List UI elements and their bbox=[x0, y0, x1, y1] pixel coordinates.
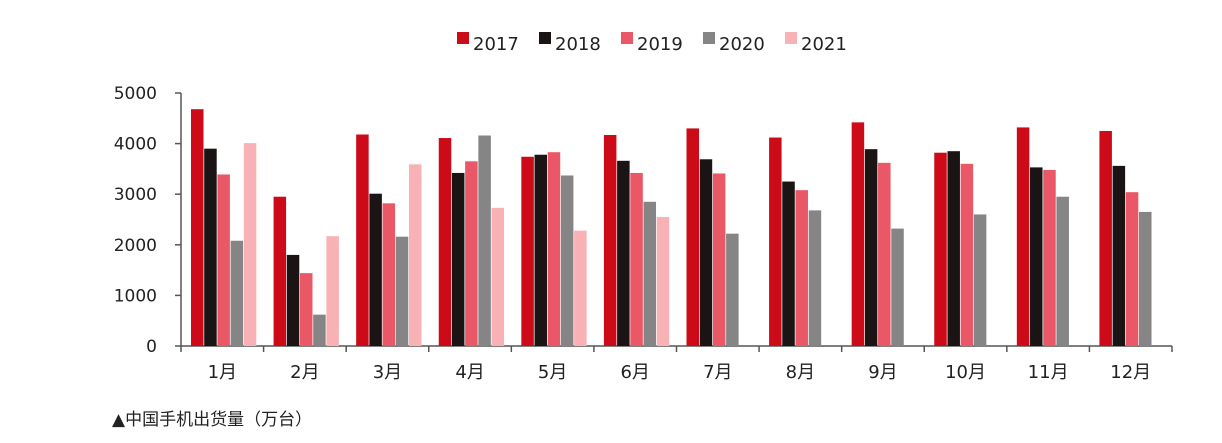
bar-2017-10 bbox=[934, 152, 947, 346]
bar-2019-11 bbox=[1043, 169, 1056, 346]
bar-2020-6 bbox=[643, 201, 657, 346]
bar-2018-8 bbox=[782, 181, 795, 346]
bar-2019-1 bbox=[217, 174, 230, 346]
figure-caption: ▲中国手机出货量（万台） bbox=[112, 410, 313, 430]
bar-2018-2 bbox=[286, 254, 300, 346]
legend-label-2017: 2017 bbox=[473, 34, 519, 55]
legend-swatch-2017 bbox=[457, 32, 469, 44]
bar-2018-11 bbox=[1030, 167, 1043, 346]
x-tick-label: 12月 bbox=[1110, 362, 1151, 383]
bar-2017-3 bbox=[356, 134, 369, 346]
x-tick-label: 8月 bbox=[786, 362, 815, 383]
legend-label-2019: 2019 bbox=[637, 34, 683, 55]
bar-2021-5 bbox=[574, 230, 587, 346]
bar-2021-6 bbox=[656, 216, 670, 346]
bar-2017-4 bbox=[438, 138, 452, 346]
bar-2020-4 bbox=[478, 135, 491, 346]
x-axis: 1月 2月 3月 4月 5月 6月 7月 8月 9月 10月 11月 12月 bbox=[180, 345, 1173, 383]
legend-label-2021: 2021 bbox=[801, 34, 847, 55]
bar-2017-9 bbox=[851, 122, 865, 347]
bar-2018-12 bbox=[1112, 165, 1126, 346]
x-tick-label: 5月 bbox=[538, 362, 567, 383]
bar-2020-5 bbox=[560, 175, 574, 346]
y-axis: 0 1000 2000 3000 4000 5000 bbox=[114, 84, 182, 357]
x-tick-label: 3月 bbox=[373, 362, 402, 383]
y-tick-label: 5000 bbox=[114, 84, 157, 104]
bar-2019-7 bbox=[712, 173, 726, 346]
bar-2020-2 bbox=[313, 314, 326, 346]
bar-2018-5 bbox=[534, 154, 548, 346]
bar-chart: 2017 2018 2019 2020 2021 0 1000 2000 3000 4000 50… bbox=[114, 32, 1173, 383]
bar-2020-7 bbox=[726, 233, 739, 346]
bar-2018-4 bbox=[451, 172, 465, 346]
bar-2020-1 bbox=[230, 240, 244, 346]
legend-label-2020: 2020 bbox=[719, 34, 765, 55]
bar-2017-8 bbox=[769, 137, 782, 346]
legend-label-2018: 2018 bbox=[555, 34, 601, 55]
bar-2020-11 bbox=[1056, 196, 1069, 346]
x-tick-label: 6月 bbox=[620, 362, 649, 383]
bar-2017-12 bbox=[1099, 130, 1112, 346]
bar-2021-1 bbox=[243, 143, 257, 346]
bar-2017-11 bbox=[1016, 127, 1030, 347]
x-tick-label: 10月 bbox=[945, 362, 986, 383]
y-tick-label: 2000 bbox=[114, 236, 157, 256]
bar-2017-7 bbox=[686, 128, 699, 346]
bar-2019-6 bbox=[630, 172, 643, 346]
x-tick-label: 2月 bbox=[290, 362, 319, 383]
bar-2017-2 bbox=[273, 196, 287, 346]
bar-2018-10 bbox=[947, 151, 960, 346]
bar-2020-8 bbox=[808, 210, 822, 346]
x-tick-label: 7月 bbox=[703, 362, 732, 383]
y-tick-label: 1000 bbox=[114, 286, 157, 306]
bars-group bbox=[191, 109, 1152, 347]
y-tick-label: 3000 bbox=[114, 185, 157, 205]
bar-2021-4 bbox=[491, 207, 505, 346]
legend-swatch-2019 bbox=[621, 32, 633, 44]
bar-2018-6 bbox=[617, 160, 630, 346]
bar-2018-3 bbox=[369, 193, 382, 346]
chart-legend: 2017 2018 2019 2020 2021 bbox=[457, 32, 847, 55]
legend-swatch-2021 bbox=[785, 32, 797, 44]
y-tick-label: 0 bbox=[146, 337, 157, 357]
x-tick-label: 4月 bbox=[455, 362, 484, 383]
legend-swatch-2018 bbox=[539, 32, 551, 44]
bar-2018-9 bbox=[864, 149, 878, 346]
bar-2019-2 bbox=[299, 273, 313, 346]
bar-2019-5 bbox=[547, 152, 561, 346]
bar-2017-1 bbox=[191, 109, 204, 346]
bar-2020-3 bbox=[395, 236, 409, 346]
bar-2021-3 bbox=[408, 164, 422, 346]
bar-2021-2 bbox=[326, 236, 339, 346]
bar-2019-3 bbox=[382, 203, 396, 346]
y-tick-label: 4000 bbox=[114, 135, 157, 155]
x-tick-label: 11月 bbox=[1028, 362, 1069, 383]
bar-2018-1 bbox=[204, 148, 217, 346]
bar-2020-10 bbox=[973, 214, 987, 346]
bar-2019-4 bbox=[465, 161, 478, 346]
legend-swatch-2020 bbox=[703, 32, 715, 44]
bar-2019-12 bbox=[1125, 192, 1139, 346]
bar-2019-9 bbox=[878, 162, 891, 346]
bar-2019-8 bbox=[795, 190, 808, 346]
bar-2019-10 bbox=[960, 163, 974, 346]
bar-2020-9 bbox=[891, 228, 904, 346]
bar-2017-5 bbox=[521, 156, 534, 346]
x-tick-label: 9月 bbox=[868, 362, 897, 383]
bar-2017-6 bbox=[603, 134, 617, 346]
bar-2020-12 bbox=[1139, 211, 1152, 346]
x-tick-label: 1月 bbox=[208, 362, 237, 383]
bar-2018-7 bbox=[699, 159, 713, 346]
